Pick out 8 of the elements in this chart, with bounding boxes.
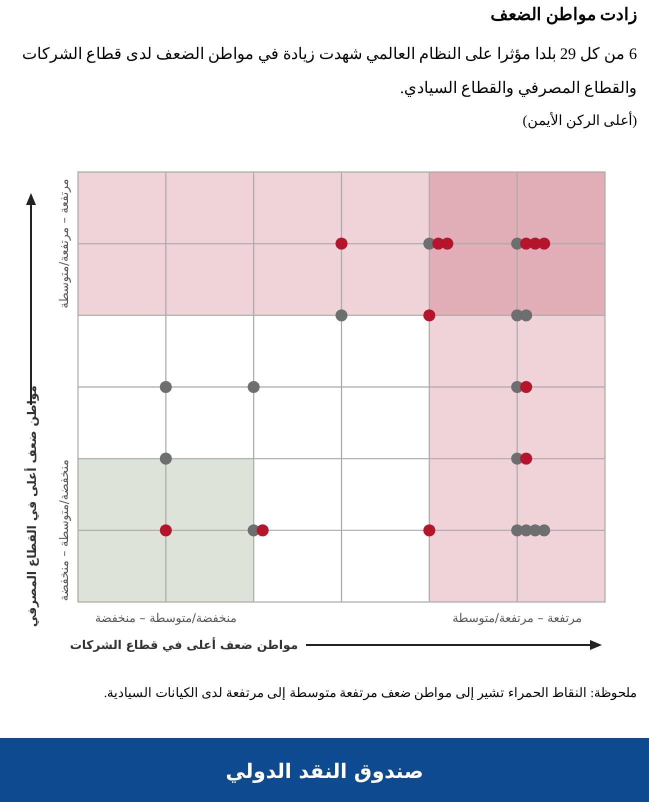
chart-title: زادت مواطن الضعف bbox=[490, 4, 637, 25]
text: (أعلى الركن الأيمن) bbox=[522, 112, 637, 130]
text: صندوق النقد الدولي bbox=[226, 759, 424, 783]
text: ملحوظة: النقاط الحمراء تشير إلى مواطن ضعف مرتفعة متوسطة إلى مرتفعة لدى الكيانات السيادية. bbox=[104, 685, 637, 701]
text: مرتفعة – مرتفعة/متوسطة bbox=[57, 178, 71, 308]
x-axis-title: مواطن ضعف أعلى في قطاع الشركات bbox=[70, 637, 298, 652]
chart-subtitle: 6 من كل 29 بلدا مؤثرا على النظام العالمي شهدت زيادة في مواطن الضعف لدى قطاع الشركات والقطاع المصرفي والقطاع السيادي. bbox=[21, 45, 637, 99]
y-axis-title: مواطن ضعف أعلى في القطاع المصرفي bbox=[24, 385, 39, 627]
